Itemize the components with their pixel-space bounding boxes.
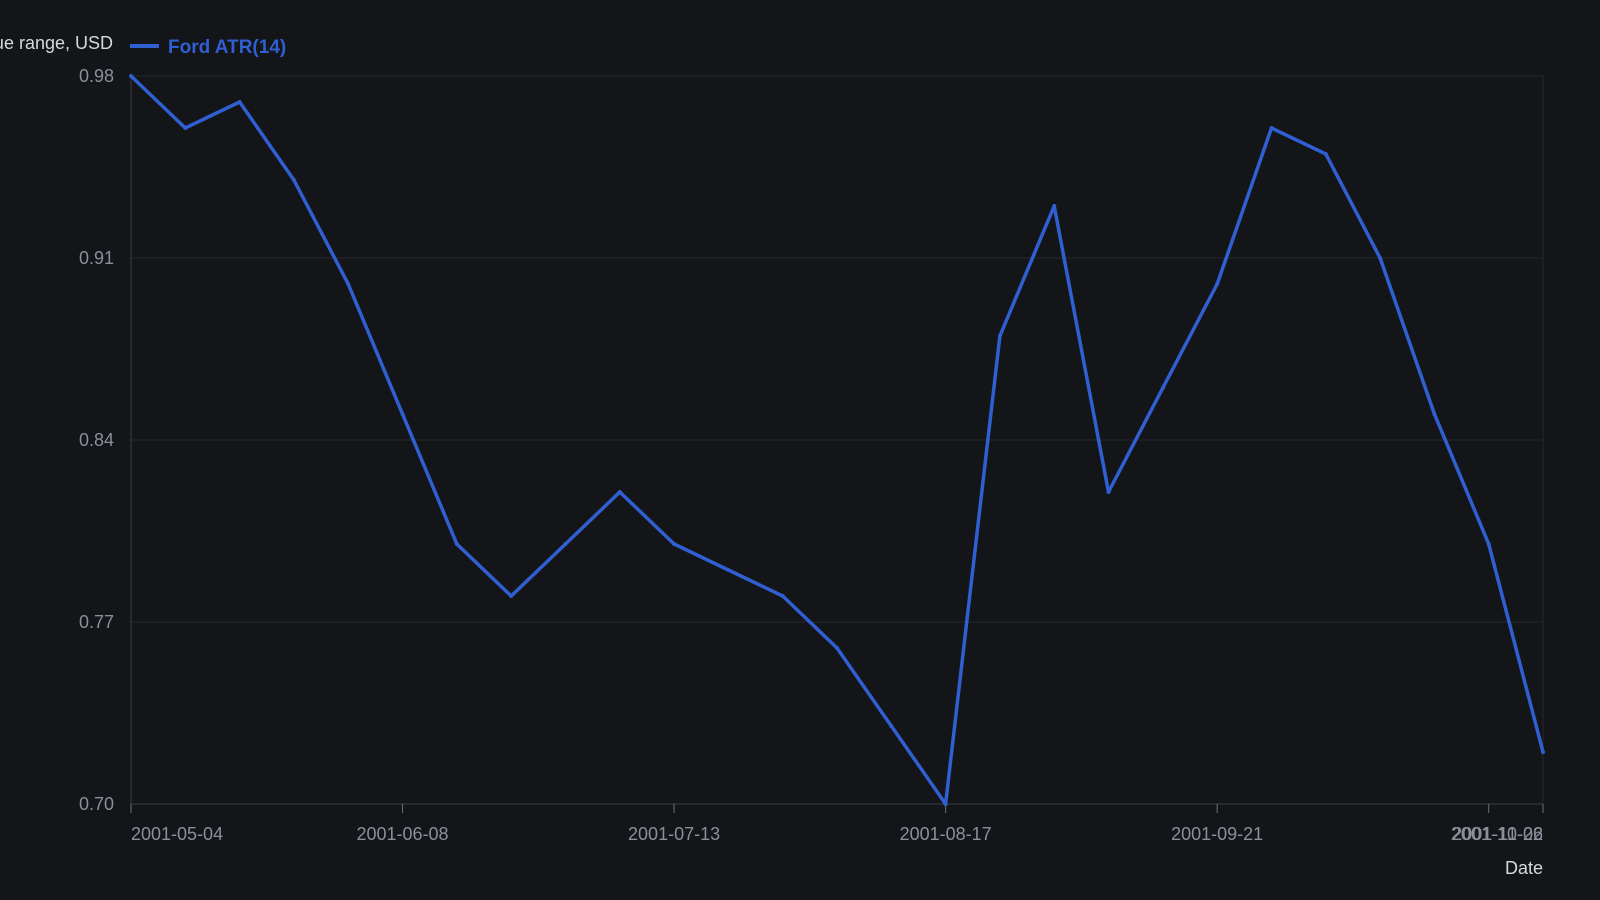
x-axis-title: Date [1505, 858, 1543, 878]
data-point[interactable] [617, 490, 622, 494]
data-point[interactable] [1269, 126, 1274, 130]
data-point[interactable] [183, 126, 188, 130]
grid-lines [131, 75, 1544, 805]
data-point[interactable] [454, 542, 459, 546]
data-point[interactable] [1541, 750, 1545, 754]
legend-label[interactable]: Ford ATR(14) [168, 37, 286, 58]
x-tick-label: 2001-06-08 [356, 824, 448, 844]
data-point[interactable] [889, 724, 894, 728]
data-point[interactable] [726, 568, 731, 572]
data-point[interactable] [1106, 490, 1111, 494]
y-tick-label: 0.98 [79, 66, 114, 86]
x-tick-label: 2001-11-02 [1452, 824, 1543, 844]
data-point[interactable] [1323, 152, 1328, 156]
data-point[interactable] [780, 594, 785, 598]
series-layer [129, 74, 1545, 806]
data-point[interactable] [509, 594, 514, 598]
data-point[interactable] [400, 412, 405, 416]
axes: 0.70 0.77 0.84 0.91 0.98 2001-05-04 2001-06-08… [79, 66, 1544, 844]
data-point[interactable] [563, 542, 568, 546]
data-point[interactable] [1052, 204, 1057, 208]
x-tick-label: 2001-10-26 [1451, 824, 1543, 844]
y-tick-label: 0.77 [79, 612, 114, 632]
x-tick-label: 2001-05-04 [131, 824, 223, 844]
x-tick-label: 2001-09-21 [1171, 824, 1263, 844]
data-point[interactable] [1215, 282, 1220, 286]
data-point[interactable] [1486, 542, 1491, 546]
data-point[interactable] [997, 334, 1002, 338]
x-tick-label: 2001-07-13 [628, 824, 720, 844]
data-point[interactable] [1432, 412, 1437, 416]
y-axis-title: True range, USD [0, 33, 113, 53]
data-point[interactable] [291, 178, 296, 182]
data-point[interactable] [672, 542, 677, 546]
y-tick-label: 0.84 [79, 430, 114, 450]
x-tick-label: 2001-08-17 [900, 824, 992, 844]
data-point[interactable] [129, 74, 133, 78]
data-point[interactable] [943, 802, 948, 806]
data-point[interactable] [1378, 256, 1383, 260]
data-point[interactable] [835, 646, 839, 650]
data-point[interactable] [1160, 386, 1165, 390]
data-point[interactable] [346, 282, 351, 286]
y-tick-label: 0.70 [79, 794, 114, 814]
legend[interactable]: True range, USD Ford ATR(14) [0, 33, 286, 58]
y-tick-label: 0.91 [79, 248, 114, 268]
data-point[interactable] [237, 100, 242, 104]
